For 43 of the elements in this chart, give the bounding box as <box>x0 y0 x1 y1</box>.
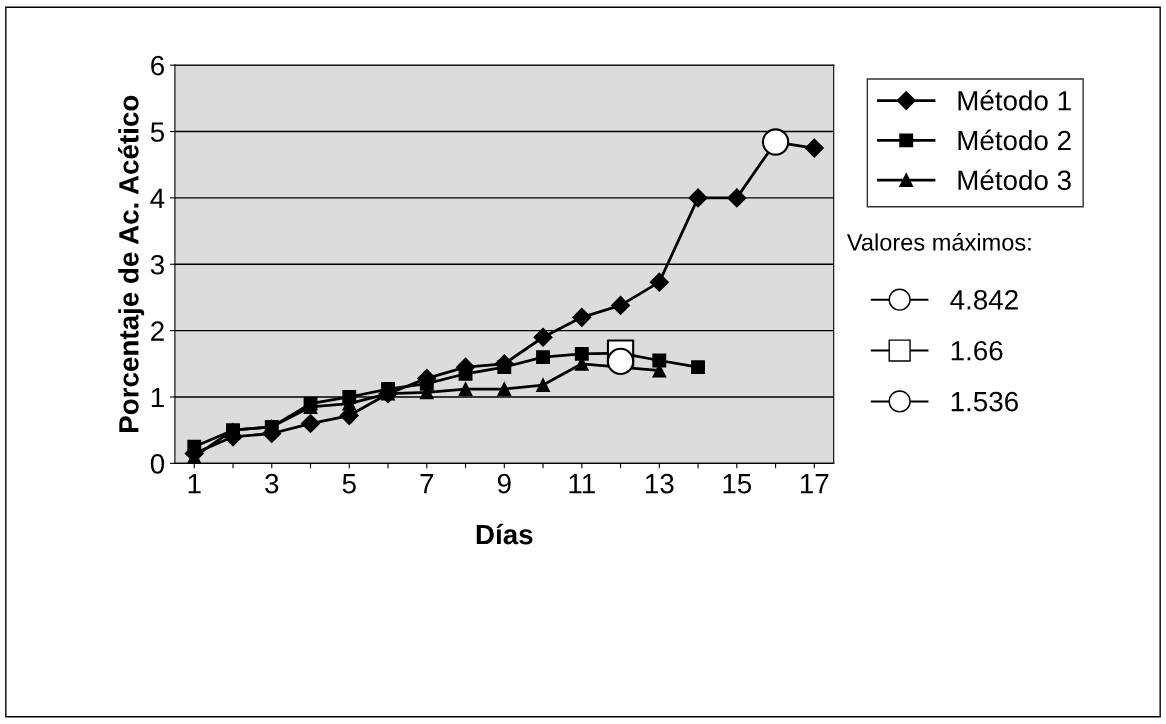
x-tick-label: 3 <box>265 473 279 494</box>
x-tick-label: 5 <box>342 474 356 494</box>
point <box>572 307 592 327</box>
point <box>497 360 512 375</box>
point <box>652 353 667 368</box>
legend-label: Método 2 <box>958 129 1071 151</box>
point <box>533 327 553 347</box>
point <box>611 295 631 315</box>
x-tick-label: 1 <box>188 474 201 494</box>
y-tick-label: 0 <box>150 454 165 474</box>
legend-label: 1.536 <box>951 391 1018 412</box>
x-tick-label: 9 <box>497 473 511 494</box>
point <box>497 382 512 396</box>
point <box>688 188 708 208</box>
point <box>536 378 550 392</box>
legend-label: Método 3 <box>958 169 1071 191</box>
legend-label: 1.66 <box>951 340 1003 361</box>
x-tick-label: 13 <box>645 473 674 494</box>
point <box>649 272 669 292</box>
y-tick-label: 4 <box>150 188 165 208</box>
legend-label: 4.842 <box>950 289 1018 310</box>
y-tick-label: 6 <box>151 55 164 76</box>
text: Valores máximos: <box>846 233 1031 251</box>
point <box>606 347 635 376</box>
point <box>536 350 550 365</box>
y-tick-label: 1 <box>151 387 164 408</box>
legend-label: Método 1 <box>958 89 1071 111</box>
y-axis-title: Porcentaje de Ac. Acético <box>118 95 145 432</box>
y-tick-label: 2 <box>151 321 164 341</box>
y-tick-label: 5 <box>150 122 165 142</box>
point <box>761 128 790 156</box>
point <box>727 188 747 208</box>
point <box>804 138 824 158</box>
point <box>691 360 706 375</box>
x-axis-title: Días <box>476 523 533 545</box>
y-tick-label: 3 <box>150 254 164 275</box>
point <box>458 382 473 396</box>
x-tick-label: 11 <box>569 474 595 494</box>
x-tick-label: 7 <box>420 474 434 494</box>
point <box>300 414 321 434</box>
point <box>574 346 589 361</box>
x-tick-label: 17 <box>800 474 829 494</box>
x-tick-label: 15 <box>723 474 752 494</box>
